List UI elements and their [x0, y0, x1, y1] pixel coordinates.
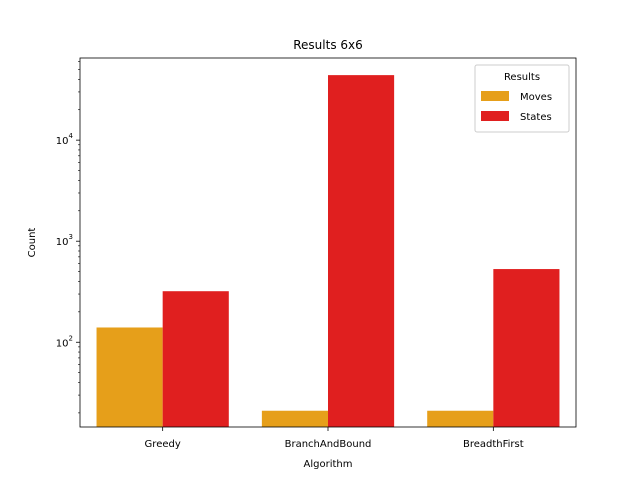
legend-label-states: States — [520, 112, 552, 123]
y-axis: 102 103 104 — [56, 61, 80, 414]
bar-branchandbound-moves — [261, 410, 328, 427]
chart-title: Results 6x6 — [293, 38, 363, 52]
bar-breadthfirst-moves — [427, 410, 494, 427]
x-tick-label: BreadthFirst — [463, 439, 524, 450]
x-tick-label: BranchAndBound — [285, 439, 372, 450]
y-tick-label: 103 — [56, 233, 73, 248]
bar-breadthfirst-states — [493, 269, 560, 427]
legend-swatch-moves — [481, 91, 509, 101]
legend-title: Results — [504, 72, 540, 83]
x-axis: Greedy BranchAndBound BreadthFirst — [145, 427, 524, 450]
y-axis-label: Count — [27, 228, 38, 258]
bars — [96, 75, 560, 428]
bar-greedy-moves — [96, 327, 163, 427]
bar-branchandbound-states — [328, 75, 395, 428]
legend-swatch-states — [481, 111, 509, 121]
legend: Results Moves States — [474, 64, 570, 133]
bar-greedy-states — [162, 291, 229, 427]
plot-frame — [79, 57, 577, 428]
x-axis-label: Algorithm — [304, 459, 353, 470]
y-tick-label: 104 — [56, 132, 74, 147]
legend-entries: Moves States — [481, 91, 552, 123]
legend-label-moves: Moves — [520, 92, 552, 103]
x-tick-label: Greedy — [145, 439, 181, 450]
y-tick-label: 102 — [56, 334, 73, 349]
